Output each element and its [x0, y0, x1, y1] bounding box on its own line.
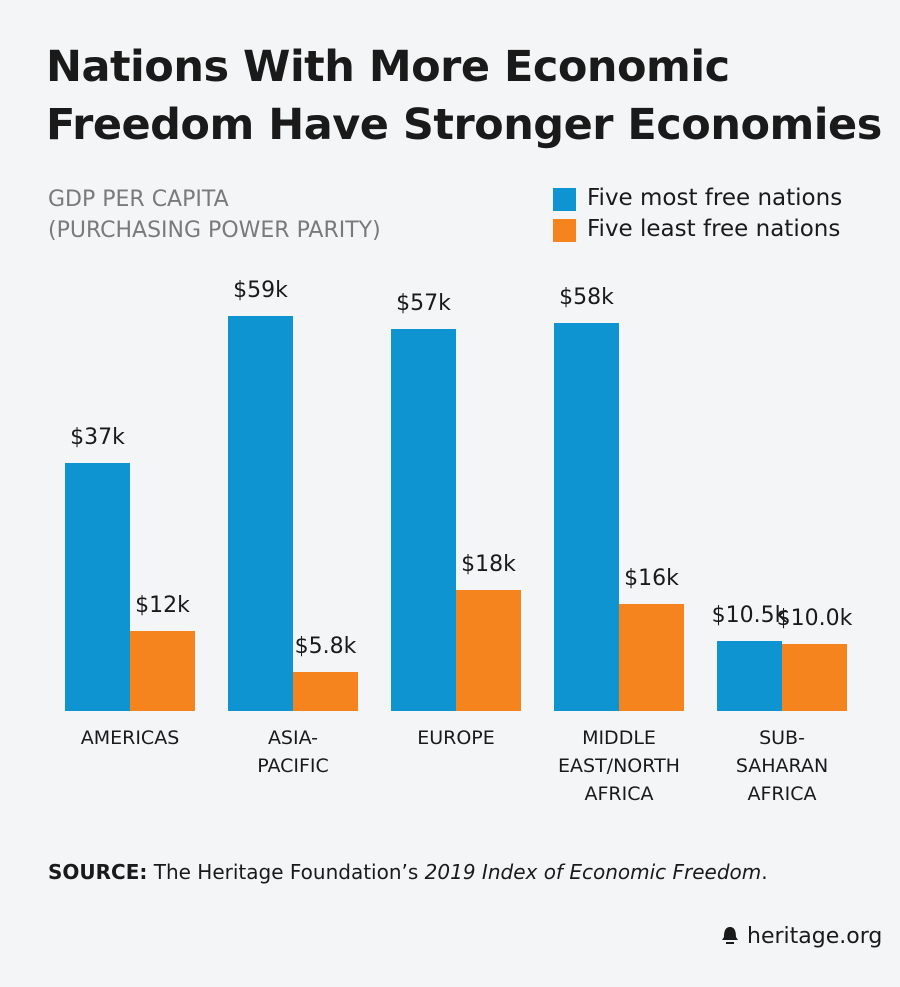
chart-subtitle: GDP PER CAPITA (PURCHASING POWER PARITY)	[48, 187, 381, 243]
chart-title: Nations With More Economic Freedom Have …	[46, 42, 882, 150]
source-end: .	[761, 860, 768, 884]
value-label: $58k	[559, 284, 614, 310]
category-label: EUROPE	[417, 727, 495, 749]
category-label: MIDDLE EAST/NORTH AFRICA	[558, 727, 680, 805]
category-label: ASIA- PACIFIC	[257, 727, 329, 777]
source-publication: 2019 Index of Economic Freedom	[424, 860, 762, 884]
bar	[456, 590, 521, 711]
value-label: $5.8k	[294, 634, 357, 660]
value-label: $57k	[396, 291, 451, 317]
bar	[554, 322, 619, 711]
legend-label: Five least free nations	[587, 216, 841, 242]
bar	[228, 316, 293, 711]
value-label: $59k	[233, 278, 288, 303]
legend-swatch	[553, 188, 576, 211]
bar	[391, 329, 456, 711]
legend-label: Five most free nations	[587, 185, 843, 211]
value-label: $10.0k	[776, 606, 853, 632]
bar	[130, 630, 195, 711]
source-label: SOURCE:	[48, 860, 148, 884]
legend-swatch	[553, 219, 576, 242]
bar	[65, 463, 130, 711]
bell-icon	[722, 927, 738, 944]
bar	[619, 603, 684, 711]
value-label: $16k	[624, 565, 679, 591]
category-label: AMERICAS	[80, 727, 180, 749]
value-label: $37k	[70, 425, 125, 451]
bar	[293, 672, 358, 711]
bar	[717, 640, 782, 711]
category-label: SUB- SAHARAN AFRICA	[735, 727, 829, 805]
value-label: $12k	[135, 592, 190, 618]
bar	[782, 644, 847, 711]
source-note: SOURCE: The Heritage Foundation’s 2019 I…	[48, 860, 768, 884]
source-text: The Heritage Foundation’s	[153, 860, 419, 884]
footer: heritage.org	[720, 924, 882, 949]
value-label: $18k	[461, 552, 516, 578]
footer-text: heritage.org	[747, 924, 883, 949]
value-label: $10.5k	[711, 602, 788, 628]
